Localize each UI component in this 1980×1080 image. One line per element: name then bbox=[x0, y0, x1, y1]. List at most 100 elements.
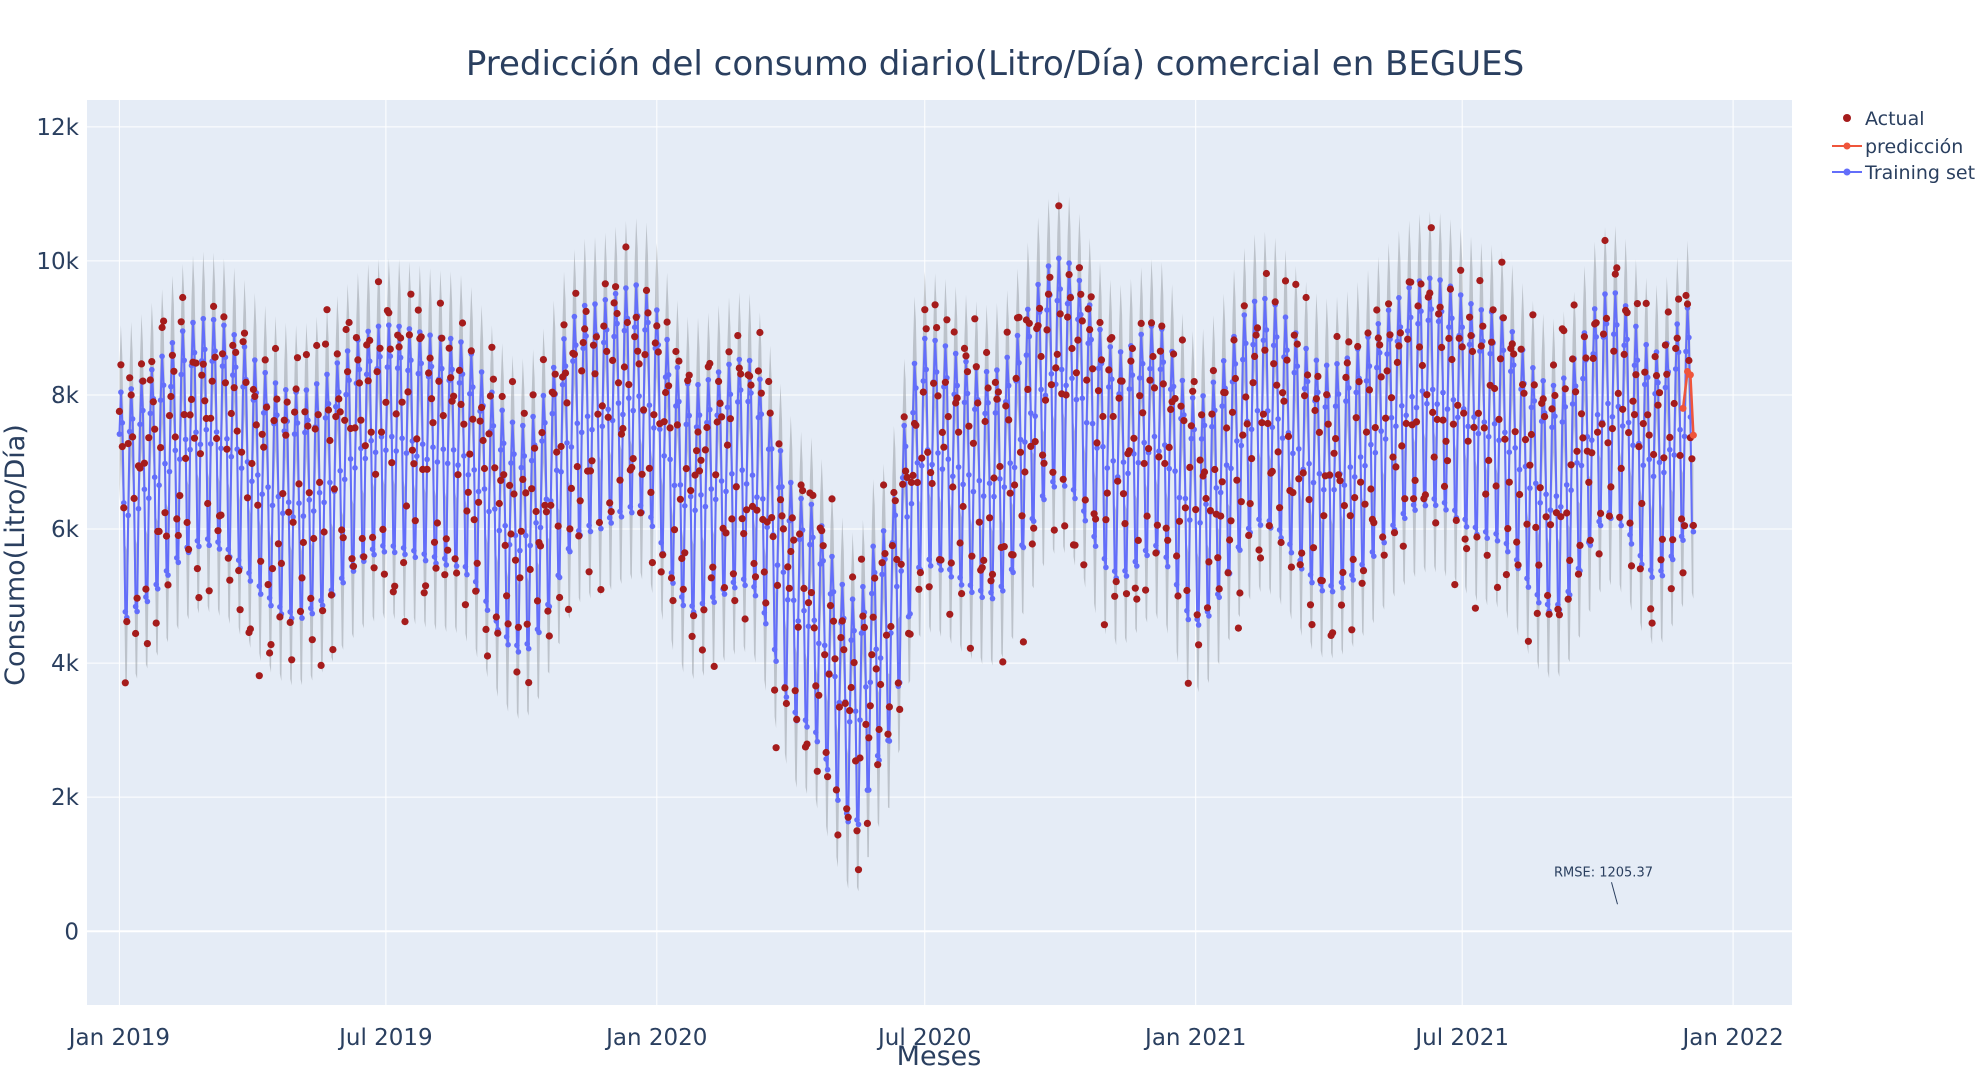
training-set-point bbox=[860, 583, 866, 590]
training-set-point bbox=[559, 381, 566, 388]
training-set-point bbox=[1569, 401, 1576, 407]
training-set-point bbox=[1366, 363, 1373, 369]
actual-point bbox=[345, 318, 353, 327]
training-set-point bbox=[1315, 389, 1321, 396]
training-set-point bbox=[427, 332, 433, 339]
actual-point bbox=[1081, 496, 1089, 504]
actual-point bbox=[500, 471, 508, 479]
training-set-point bbox=[1561, 375, 1567, 382]
actual-point bbox=[427, 395, 436, 403]
actual-point bbox=[567, 484, 576, 492]
training-set-point bbox=[1530, 365, 1536, 371]
training-set-point bbox=[1335, 391, 1342, 397]
actual-point bbox=[1181, 504, 1189, 512]
training-set-point bbox=[754, 494, 760, 500]
actual-point bbox=[123, 618, 131, 626]
training-set-point bbox=[481, 486, 488, 492]
actual-point bbox=[1061, 522, 1069, 530]
training-set-point bbox=[820, 558, 826, 564]
training-set-point bbox=[761, 610, 768, 616]
training-set-point bbox=[141, 486, 148, 493]
training-set-point bbox=[1332, 403, 1339, 410]
actual-point bbox=[467, 347, 475, 355]
actual-point bbox=[859, 612, 867, 620]
training-set-point bbox=[938, 567, 944, 573]
actual-point bbox=[503, 592, 511, 600]
training-set-point bbox=[334, 360, 341, 366]
training-set-point bbox=[419, 441, 426, 448]
actual-point bbox=[1476, 277, 1484, 285]
training-set-point bbox=[1301, 385, 1308, 392]
training-set-point bbox=[421, 551, 428, 557]
training-set-point bbox=[1656, 459, 1663, 466]
actual-point bbox=[781, 684, 789, 692]
actual-point bbox=[1071, 541, 1079, 549]
actual-point bbox=[516, 574, 524, 582]
actual-point bbox=[950, 328, 958, 336]
actual-point bbox=[1153, 521, 1161, 529]
training-set-point bbox=[503, 634, 510, 640]
legend-item-actual[interactable]: Actual bbox=[1843, 108, 1925, 130]
actual-point bbox=[273, 395, 281, 403]
actual-point bbox=[650, 411, 658, 419]
actual-point bbox=[1651, 353, 1659, 361]
x-tick-label: Jul 2019 bbox=[337, 1025, 433, 1051]
actual-point bbox=[1614, 389, 1622, 397]
training-set-point bbox=[1251, 298, 1258, 305]
training-set-point bbox=[1419, 388, 1426, 394]
actual-point bbox=[1186, 463, 1194, 471]
actual-point bbox=[400, 559, 408, 567]
actual-point bbox=[1480, 424, 1488, 432]
training-set-point bbox=[1010, 569, 1016, 576]
actual-point bbox=[953, 394, 961, 402]
actual-point bbox=[1200, 468, 1209, 476]
training-set-point bbox=[1531, 398, 1538, 404]
training-set-point bbox=[1257, 522, 1264, 528]
training-set-point bbox=[814, 738, 821, 745]
training-set-point bbox=[212, 348, 218, 354]
actual-point bbox=[317, 661, 325, 670]
actual-point bbox=[1253, 324, 1262, 332]
actual-point bbox=[866, 702, 874, 710]
training-set-point bbox=[393, 448, 400, 454]
training-set-point bbox=[1020, 544, 1027, 551]
actual-point bbox=[233, 427, 241, 435]
legend-item-training-set[interactable]: Training set bbox=[1832, 162, 1975, 184]
training-set-point bbox=[1139, 360, 1146, 367]
training-set-point bbox=[1677, 426, 1683, 433]
actual-point bbox=[1006, 489, 1014, 497]
actual-point bbox=[483, 652, 492, 660]
actual-point bbox=[779, 525, 788, 533]
training-set-point bbox=[447, 335, 454, 342]
actual-point bbox=[1003, 328, 1011, 336]
training-set-point bbox=[687, 493, 694, 500]
actual-point bbox=[1009, 551, 1017, 559]
training-set-point bbox=[986, 480, 993, 487]
actual-point bbox=[494, 629, 502, 637]
actual-point bbox=[261, 356, 269, 364]
training-set-point bbox=[1612, 290, 1619, 296]
legend-item-prediccion[interactable]: predicción bbox=[1832, 136, 1963, 158]
training-set-point bbox=[1125, 470, 1131, 477]
training-set-point bbox=[1404, 328, 1411, 334]
training-set-point bbox=[116, 431, 123, 437]
training-set-point bbox=[1072, 495, 1078, 502]
actual-point bbox=[931, 301, 939, 309]
training-set-point bbox=[1076, 277, 1083, 284]
legend[interactable]: Actual predicción Training set bbox=[1832, 108, 1975, 184]
training-set-point bbox=[902, 443, 909, 450]
training-set-point bbox=[1322, 404, 1329, 410]
training-set-point bbox=[160, 382, 167, 389]
training-set-point bbox=[296, 500, 302, 507]
training-set-point bbox=[483, 598, 489, 604]
actual-point bbox=[1087, 293, 1095, 301]
training-set-point bbox=[449, 366, 455, 373]
training-set-point bbox=[1686, 334, 1692, 341]
actual-point bbox=[738, 515, 746, 523]
actual-point bbox=[854, 866, 863, 874]
training-set-point bbox=[724, 404, 731, 411]
training-set-point bbox=[414, 453, 420, 460]
actual-point bbox=[1000, 543, 1008, 551]
training-set-point bbox=[1197, 520, 1203, 526]
actual-point bbox=[207, 414, 215, 422]
